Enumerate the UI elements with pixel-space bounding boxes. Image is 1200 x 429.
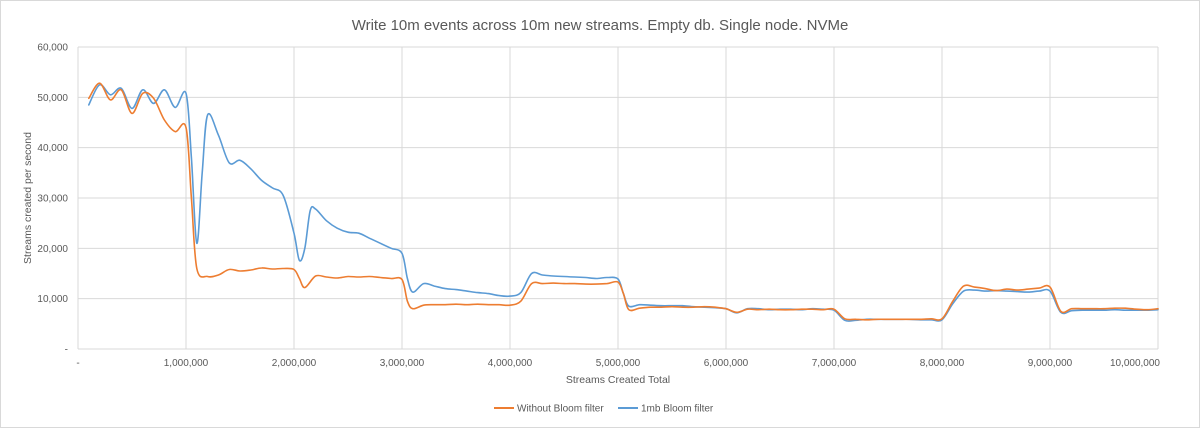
legend[interactable]: Without Bloom filter 1mb Bloom filter — [494, 404, 714, 415]
y-tick-label: 60,000 — [37, 43, 68, 54]
x-tick-label: 7,000,000 — [812, 358, 857, 369]
x-tick-label: 9,000,000 — [1028, 358, 1073, 369]
series-line-without-bloom-filter[interactable] — [88, 82, 1159, 321]
y-tick-label: - — [65, 345, 68, 356]
y-axis-title: Streams created per second — [22, 132, 34, 264]
x-tick-label: 5,000,000 — [596, 358, 641, 369]
y-tick-label: 20,000 — [37, 244, 68, 255]
y-tick-label: 30,000 — [37, 194, 68, 205]
y-axis-tick-labels: - 10,000 20,000 30,000 40,000 50,000 60,000 — [37, 43, 68, 356]
series-line-1mb-bloom-filter[interactable] — [88, 83, 1159, 322]
y-tick-label: 10,000 — [37, 294, 68, 305]
y-tick-label: 50,000 — [37, 93, 68, 104]
x-axis-title: Streams Created Total — [566, 374, 670, 386]
legend-label: Without Bloom filter — [517, 404, 604, 415]
x-tick-label: 2,000,000 — [272, 358, 317, 369]
x-tick-label: 6,000,000 — [704, 358, 749, 369]
x-axis-tick-labels: - 1,000,000 2,000,000 3,000,000 4,000,000 5,0… — [76, 358, 1160, 369]
x-tick-label: 1,000,000 — [164, 358, 209, 369]
gridlines — [77, 46, 1159, 350]
chart-title: Write 10m events across 10m new streams.… — [352, 17, 849, 34]
y-tick-label: 40,000 — [37, 143, 68, 154]
x-tick-label: - — [76, 358, 79, 369]
series-lines — [88, 82, 1159, 322]
legend-label: 1mb Bloom filter — [641, 404, 714, 415]
x-tick-label: 3,000,000 — [380, 358, 425, 369]
x-tick-label: 8,000,000 — [920, 358, 965, 369]
x-tick-label: 10,000,000 — [1110, 358, 1160, 369]
x-tick-label: 4,000,000 — [488, 358, 533, 369]
